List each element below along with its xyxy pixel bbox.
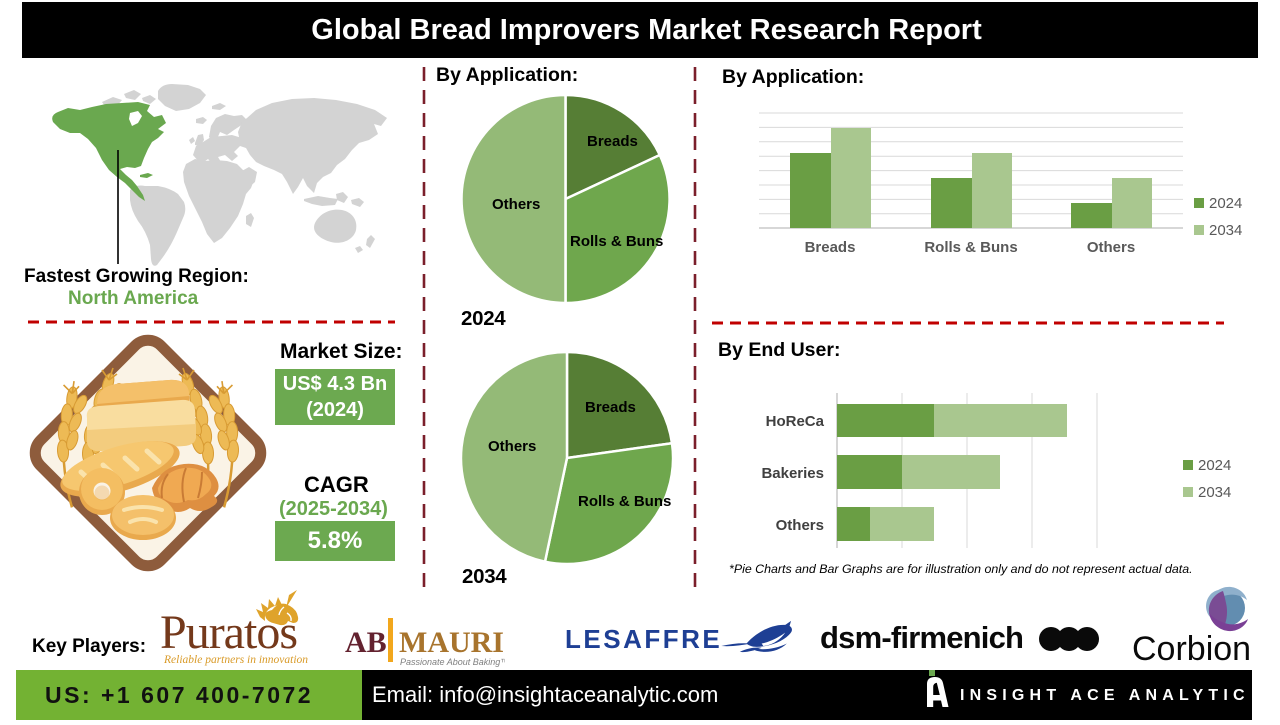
svg-text:AB: AB [345, 626, 387, 659]
svg-text:Breads: Breads [805, 239, 856, 256]
svg-text:Corbion: Corbion [1132, 630, 1251, 668]
svg-text:MAURI: MAURI [399, 626, 504, 659]
svg-text:HoReCa: HoReCa [766, 413, 825, 430]
svg-text:Others: Others [776, 517, 824, 534]
svg-text:2034: 2034 [1198, 484, 1231, 501]
svg-text:Reliable partners in innovatio: Reliable partners in innovation [163, 654, 308, 666]
svg-text:dsm-firmenich: dsm-firmenich [820, 620, 1023, 655]
svg-text:Breads: Breads [587, 133, 638, 150]
svg-text:Others: Others [488, 438, 536, 455]
svg-text:2024: 2024 [1198, 457, 1231, 474]
svg-text:INSIGHT ACE ANALYTIC: INSIGHT ACE ANALYTIC [960, 687, 1250, 704]
svg-text:Bakeries: Bakeries [761, 465, 824, 482]
svg-text:Breads: Breads [585, 399, 636, 416]
svg-text:Rolls & Buns: Rolls & Buns [924, 239, 1017, 256]
svg-text:Others: Others [492, 196, 540, 213]
svg-text:Rolls & Buns: Rolls & Buns [570, 233, 663, 250]
svg-text:2034: 2034 [1209, 222, 1242, 239]
svg-text:Others: Others [1087, 239, 1135, 256]
svg-text:Passionate About Baking™: Passionate About Baking™ [400, 657, 505, 667]
svg-text:Rolls & Buns: Rolls & Buns [578, 493, 671, 510]
svg-text:2024: 2024 [1209, 195, 1242, 212]
svg-text:LESAFFRE: LESAFFRE [565, 624, 722, 654]
